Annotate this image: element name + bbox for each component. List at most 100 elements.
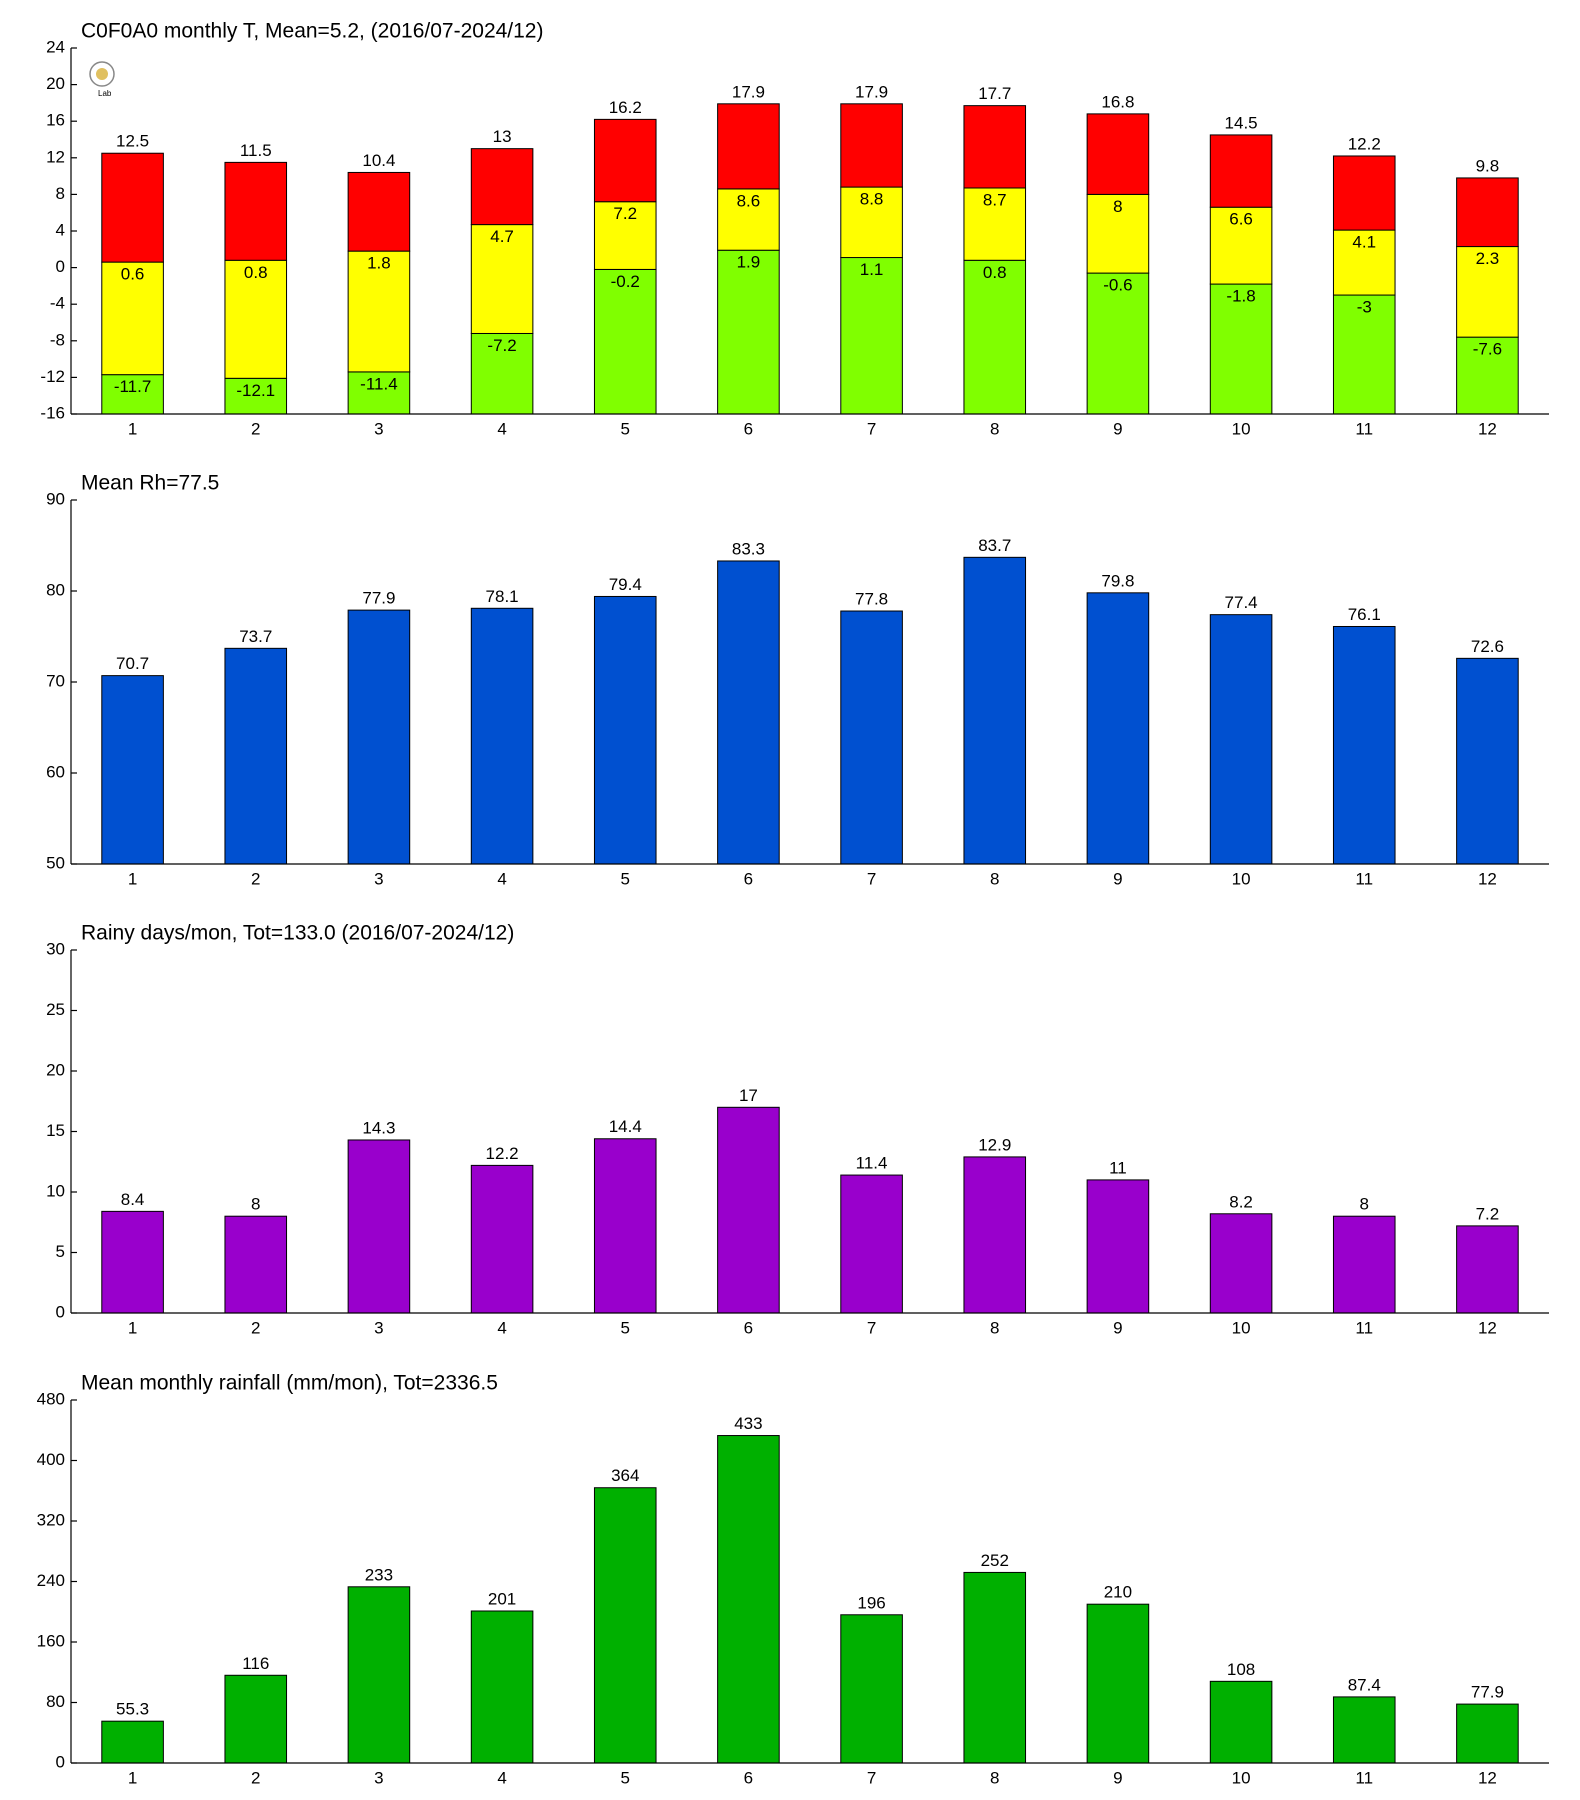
value-label: 8 [1113, 197, 1122, 216]
value-label: 12.9 [978, 1135, 1011, 1154]
y-tick-label: -16 [40, 403, 65, 422]
value-label: 16.8 [1101, 92, 1134, 111]
bar-segment [470, 148, 534, 226]
x-tick-label: 10 [1232, 419, 1251, 438]
bar [717, 560, 780, 865]
bar [101, 1720, 164, 1764]
y-tick-label: 5 [56, 1242, 65, 1261]
x-tick-label: 10 [1232, 1318, 1251, 1337]
x-tick-label: 8 [990, 1318, 999, 1337]
value-label: -3 [1357, 298, 1372, 317]
bar [593, 1138, 657, 1314]
value-label: 4.7 [490, 227, 514, 246]
value-label: 11 [1109, 1158, 1127, 1177]
bar-segment [347, 250, 411, 373]
bar [224, 1674, 288, 1764]
value-label: -11.4 [360, 374, 398, 393]
value-label: 6.6 [1229, 210, 1253, 229]
y-tick-label: 20 [46, 1060, 65, 1079]
x-tick-label: 11 [1355, 869, 1373, 888]
value-label: 4.1 [1352, 233, 1376, 252]
y-tick-label: 0 [56, 1302, 65, 1321]
value-label: 12.2 [1348, 134, 1381, 153]
value-label: -12.1 [236, 381, 275, 400]
y-tick-label: 50 [46, 853, 65, 872]
value-label: 116 [242, 1654, 269, 1673]
bar-segment [1332, 155, 1396, 231]
y-tick-label: 160 [37, 1631, 65, 1650]
value-label: 10.4 [362, 151, 395, 170]
x-tick-label: 11 [1355, 1768, 1373, 1787]
value-label: 16.2 [609, 98, 642, 117]
value-label: -0.6 [1103, 276, 1132, 295]
bar-segment [717, 103, 780, 190]
value-label: 73.7 [239, 627, 272, 646]
bar [1209, 1213, 1273, 1314]
bar-segment [1332, 294, 1396, 415]
bar-segment [963, 259, 1027, 415]
bar-segment [347, 371, 411, 415]
bar [1456, 657, 1519, 865]
x-tick-label: 8 [990, 1768, 999, 1787]
x-tick-label: 1 [128, 869, 137, 888]
value-label: 233 [365, 1565, 393, 1584]
bar-segment [717, 249, 780, 415]
x-tick-label: 2 [251, 1768, 260, 1787]
x-tick-label: 7 [867, 869, 876, 888]
bar-segment [347, 171, 411, 252]
value-label: -7.2 [487, 336, 516, 355]
value-label: 108 [1227, 1660, 1255, 1679]
value-label: 0.8 [983, 263, 1007, 282]
y-tick-label: 0 [56, 1752, 65, 1771]
bar-segment [101, 374, 164, 415]
bar-segment [1209, 206, 1273, 285]
x-tick-label: 6 [744, 419, 753, 438]
bar-segment [1456, 246, 1519, 338]
x-tick-label: 1 [128, 419, 137, 438]
value-label: 83.7 [978, 536, 1011, 555]
x-tick-label: 7 [867, 1318, 876, 1337]
value-label: 8.6 [737, 191, 761, 210]
y-tick-label: 90 [46, 489, 65, 508]
bar [1086, 1603, 1150, 1764]
x-tick-label: 1 [128, 1768, 137, 1787]
y-tick-label: 4 [56, 220, 65, 239]
bar-segment [593, 201, 657, 270]
bar-segment [963, 105, 1027, 189]
y-tick-label: 24 [46, 37, 65, 56]
bar [1456, 1225, 1519, 1314]
bar [347, 1586, 411, 1764]
bar [593, 595, 657, 865]
value-label: 72.6 [1471, 637, 1504, 656]
value-label: 9.8 [1476, 156, 1500, 175]
y-tick-label: 8 [56, 184, 65, 203]
bar [963, 556, 1027, 865]
x-tick-label: 9 [1113, 869, 1122, 888]
value-label: -1.8 [1226, 287, 1255, 306]
x-tick-label: 5 [621, 1768, 630, 1787]
bar-segment [840, 257, 903, 415]
value-label: 17.7 [978, 84, 1011, 103]
bar-segment [470, 332, 534, 415]
value-label: 8 [1360, 1195, 1369, 1214]
y-tick-label: -8 [50, 330, 65, 349]
value-label: 0.8 [244, 263, 268, 282]
y-tick-label: 10 [46, 1181, 65, 1200]
y-tick-label: 320 [37, 1510, 65, 1529]
value-label: 11.5 [240, 141, 272, 160]
bar [1086, 1179, 1150, 1314]
y-tick-label: 480 [37, 1389, 65, 1408]
bar-segment [593, 268, 657, 415]
value-label: -11.7 [114, 377, 152, 396]
y-tick-label: 25 [46, 1000, 65, 1019]
x-tick-label: 12 [1478, 869, 1497, 888]
bar [840, 610, 903, 865]
chart-title: C0F0A0 monthly T, Mean=5.2, (2016/07-202… [81, 20, 543, 43]
value-label: 2.3 [1476, 249, 1500, 268]
value-label: 433 [734, 1414, 762, 1433]
x-tick-label: 9 [1113, 1768, 1122, 1787]
value-label: 87.4 [1348, 1675, 1381, 1694]
y-tick-label: 16 [46, 111, 65, 130]
bar [1332, 1215, 1396, 1314]
